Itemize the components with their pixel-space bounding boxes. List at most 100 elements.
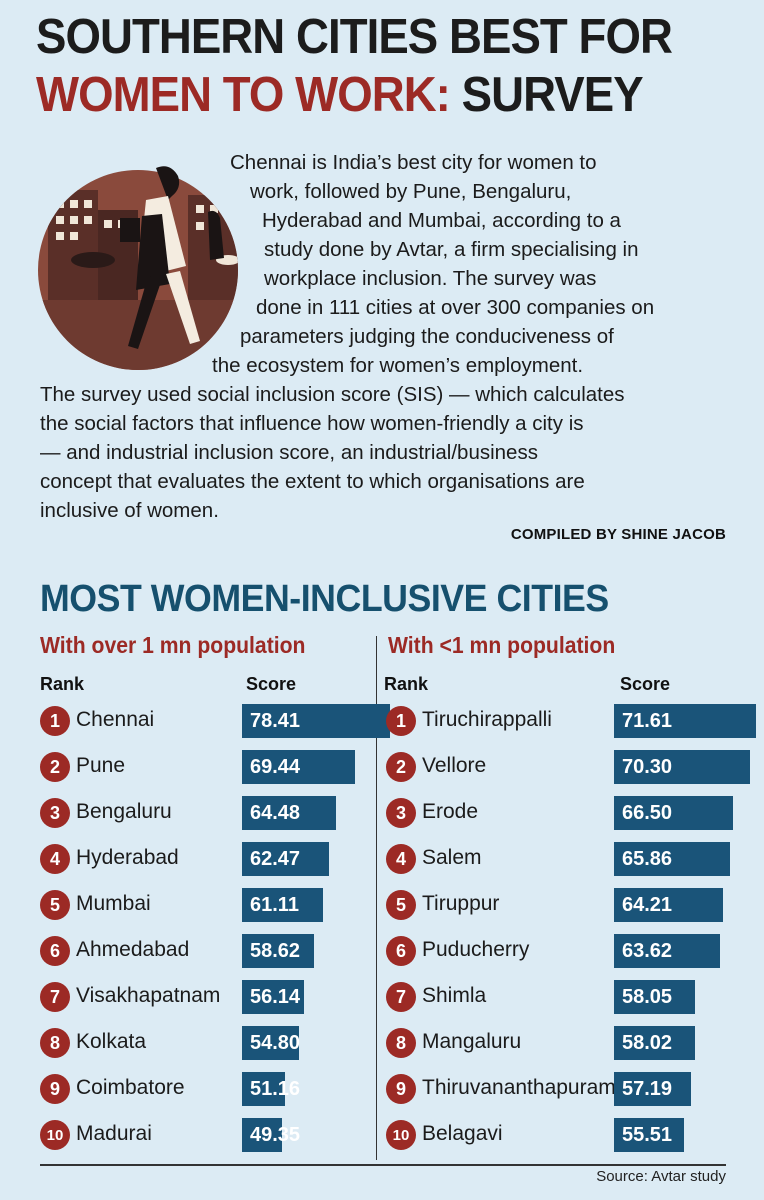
score-bar bbox=[242, 842, 329, 876]
score-label: 61.11 bbox=[250, 894, 299, 916]
score-bar bbox=[614, 842, 731, 876]
rank-badge: 2 bbox=[40, 752, 70, 782]
table-row: 10 Belagavi 55.51 bbox=[386, 1114, 726, 1158]
city-label: Bengaluru bbox=[76, 800, 172, 823]
rank-badge: 4 bbox=[40, 844, 70, 874]
chart-title-large-cities: With over 1 mn population bbox=[40, 632, 306, 658]
bottom-divider bbox=[40, 1164, 726, 1166]
rank-badge: 8 bbox=[40, 1028, 70, 1058]
score-label: 58.62 bbox=[250, 940, 301, 962]
intro-line: Chennai is India’s best city for women t… bbox=[230, 151, 597, 174]
rank-badge: 3 bbox=[386, 798, 416, 828]
score-bar bbox=[614, 980, 696, 1014]
city-label: Belagavi bbox=[422, 1122, 503, 1145]
score-label: 58.02 bbox=[622, 1032, 673, 1054]
rank-badge: 7 bbox=[386, 982, 416, 1012]
city-label: Mangaluru bbox=[422, 1030, 522, 1053]
city-label: Thiruvananthapuram bbox=[422, 1076, 616, 1099]
score-bar bbox=[242, 888, 324, 922]
table-row: 6 Puducherry 63.62 bbox=[386, 930, 726, 974]
table-row: 7 Visakhapatnam 56.14 bbox=[40, 976, 380, 1020]
title-highlight: WOMEN TO WORK: bbox=[36, 68, 451, 122]
table-row: 3 Bengaluru 64.48 bbox=[40, 792, 380, 836]
intro-line: the social factors that influence how wo… bbox=[40, 412, 584, 435]
score-bar bbox=[614, 934, 721, 968]
score-bar bbox=[242, 934, 314, 968]
city-label: Vellore bbox=[422, 754, 487, 777]
score-label: 54.80 bbox=[250, 1032, 301, 1054]
intro-line: Hyderabad and Mumbai, according to a bbox=[262, 209, 621, 232]
table-row: 4 Salem 65.86 bbox=[386, 838, 731, 882]
score-bar bbox=[242, 1026, 299, 1060]
intro-line: workplace inclusion. The survey was bbox=[264, 267, 597, 290]
table-row: 1 Tiruchirappalli 71.61 bbox=[386, 700, 757, 744]
table-row: 9 Coimbatore 51.16 bbox=[40, 1068, 380, 1112]
score-label: 78.41 bbox=[250, 710, 301, 732]
rank-badge: 2 bbox=[386, 752, 416, 782]
score-bar bbox=[242, 1072, 285, 1106]
score-label: 70.30 bbox=[622, 756, 673, 778]
title-suffix: SURVEY bbox=[449, 68, 644, 122]
city-label: Hyderabad bbox=[76, 846, 179, 869]
table-row: 8 Kolkata 54.80 bbox=[40, 1022, 380, 1066]
rank-badge: 1 bbox=[386, 706, 416, 736]
score-label: 56.14 bbox=[250, 986, 301, 1008]
score-header: Score bbox=[620, 674, 671, 694]
score-label: 64.21 bbox=[622, 894, 673, 916]
score-bar bbox=[614, 750, 751, 784]
score-bar bbox=[242, 750, 356, 784]
source-note: Source: Avtar study bbox=[596, 1168, 726, 1185]
score-bar bbox=[614, 704, 757, 738]
table-row: 10 Madurai 49.35 bbox=[40, 1114, 380, 1158]
table-row: 9 Thiruvananthapuram 57.19 bbox=[386, 1068, 726, 1112]
table-row: 3 Erode 66.50 bbox=[386, 792, 734, 836]
score-bar bbox=[242, 980, 305, 1014]
rank-badge: 10 bbox=[40, 1120, 70, 1150]
title-line-1: SOUTHERN CITIES BEST FOR bbox=[36, 10, 673, 64]
intro-line: study done by Avtar, a firm specialising… bbox=[264, 238, 639, 261]
table-row: 2 Pune 69.44 bbox=[40, 746, 380, 790]
score-bar bbox=[614, 1072, 692, 1106]
score-bar bbox=[614, 1118, 684, 1152]
intro-line: the ecosystem for women’s employment. bbox=[212, 354, 584, 377]
score-label: 63.62 bbox=[622, 940, 673, 962]
rank-badge: 8 bbox=[386, 1028, 416, 1058]
chart-title-small-cities: With <1 mn population bbox=[388, 632, 616, 658]
rank-badge: 5 bbox=[40, 890, 70, 920]
score-bar bbox=[614, 1026, 696, 1060]
score-label: 66.50 bbox=[622, 802, 673, 824]
city-label: Shimla bbox=[422, 984, 487, 1007]
score-label: 55.51 bbox=[622, 1124, 673, 1146]
city-label: Puducherry bbox=[422, 938, 530, 961]
compiled-by-credit: COMPILED BY SHINE JACOB bbox=[510, 526, 726, 543]
city-label: Tiruchirappalli bbox=[422, 708, 552, 731]
woman-walking-city-illustration bbox=[38, 166, 238, 370]
score-bar bbox=[614, 796, 734, 830]
score-label: 69.44 bbox=[250, 756, 301, 778]
intro-line: The survey used social inclusion score (… bbox=[40, 383, 625, 406]
score-label: 65.86 bbox=[622, 848, 673, 870]
city-label: Ahmedabad bbox=[76, 938, 190, 961]
rank-badge: 4 bbox=[386, 844, 416, 874]
table-row: 4 Hyderabad 62.47 bbox=[40, 838, 380, 882]
city-label: Kolkata bbox=[76, 1030, 147, 1053]
rank-header: Rank bbox=[40, 674, 85, 694]
rank-badge: 9 bbox=[40, 1074, 70, 1104]
score-bar bbox=[242, 1118, 282, 1152]
rank-badge: 9 bbox=[386, 1074, 416, 1104]
city-label: Erode bbox=[422, 800, 479, 823]
table-row: 1 Chennai 78.41 bbox=[40, 700, 390, 744]
table-row: 7 Shimla 58.05 bbox=[386, 976, 726, 1020]
section-title: MOST WOMEN-INCLUSIVE CITIES bbox=[40, 578, 609, 620]
rank-badge: 6 bbox=[40, 936, 70, 966]
score-header: Score bbox=[246, 674, 297, 694]
city-label: Tiruppur bbox=[422, 892, 500, 915]
column-divider bbox=[376, 636, 377, 1160]
table-row: 2 Vellore 70.30 bbox=[386, 746, 751, 790]
rank-badge: 3 bbox=[40, 798, 70, 828]
rank-badge: 6 bbox=[386, 936, 416, 966]
city-label: Chennai bbox=[76, 708, 155, 731]
city-label: Visakhapatnam bbox=[76, 984, 221, 1007]
score-label: 49.35 bbox=[250, 1124, 301, 1146]
table-row: 6 Ahmedabad 58.62 bbox=[40, 930, 380, 974]
